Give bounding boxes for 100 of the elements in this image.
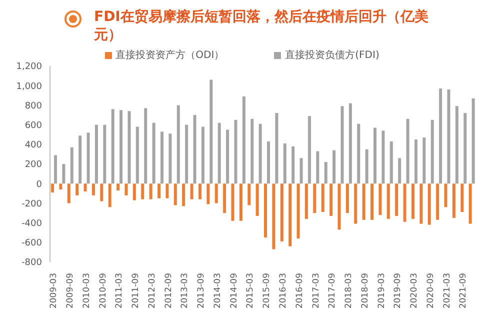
bar [430, 120, 434, 184]
bar [78, 136, 82, 184]
x-tick-label: 2009-09 [65, 273, 76, 309]
bar [292, 146, 295, 184]
bar [308, 116, 311, 184]
bar [160, 132, 164, 184]
bar [248, 184, 251, 206]
x-tick-label: 2009-03 [49, 273, 60, 309]
bar [239, 184, 242, 221]
y-tick-label: 1,200 [16, 62, 42, 72]
x-tick-label: 2016-09 [294, 273, 305, 309]
bar [120, 110, 123, 184]
bar [395, 184, 398, 216]
bar [111, 109, 114, 184]
x-tick-label: 2015-09 [262, 273, 272, 309]
bar [193, 115, 196, 184]
y-tick-label: -600 [22, 238, 42, 249]
bar [210, 80, 213, 184]
bar [198, 184, 202, 200]
bar [136, 126, 139, 184]
bar [428, 184, 431, 225]
bar [398, 158, 402, 184]
x-tick-label: 2012-09 [164, 273, 174, 309]
x-tick-label: 2018-09 [360, 273, 370, 309]
bar [422, 138, 426, 184]
bar [152, 122, 156, 184]
bar [214, 184, 218, 204]
x-tick-label: 2013-09 [196, 273, 207, 309]
bar [141, 184, 144, 200]
bar [267, 141, 270, 184]
bar [264, 184, 267, 238]
bar [116, 184, 120, 190]
x-tick-label: 2021-03 [442, 273, 452, 309]
y-tick-label: 200 [24, 160, 42, 170]
y-tick-label: 400 [24, 140, 42, 151]
bar [464, 113, 467, 184]
bar [223, 184, 226, 213]
bar [460, 184, 464, 212]
bar [313, 184, 316, 213]
bar [386, 184, 390, 219]
x-tick-label: 2015-03 [246, 273, 256, 309]
bar [84, 184, 87, 192]
y-tick-label: 0 [36, 180, 42, 190]
bar [149, 184, 152, 200]
bar [168, 134, 172, 184]
bar [362, 184, 366, 220]
x-tick-label: 2011-03 [114, 273, 125, 309]
x-tick-label: 2018-03 [344, 273, 354, 309]
bar [280, 184, 284, 242]
bar [86, 132, 90, 184]
bar [132, 184, 136, 200]
bar [201, 126, 204, 184]
bar [374, 128, 376, 184]
bar [256, 184, 259, 216]
x-tick-label: 2010-09 [98, 273, 108, 309]
x-tick-label: 2020-03 [410, 273, 420, 309]
bar [365, 149, 368, 184]
bar [275, 113, 278, 184]
bar [59, 184, 62, 190]
bar [296, 184, 300, 238]
bar [357, 124, 360, 184]
bar [124, 184, 128, 196]
bar [340, 106, 344, 184]
y-tick-label: -800 [22, 258, 42, 268]
bar [182, 184, 186, 206]
bar [190, 184, 194, 200]
y-tick-label: -400 [22, 218, 42, 229]
bar [414, 140, 418, 184]
x-tick-label: 2019-09 [393, 273, 404, 309]
bar [378, 184, 382, 215]
x-tick-label: 2017-09 [328, 273, 338, 309]
bar [346, 184, 349, 213]
bar [174, 184, 177, 206]
x-tick-label: 2017-03 [311, 273, 322, 309]
bar [288, 184, 292, 246]
bar [420, 184, 423, 224]
bar [406, 118, 410, 184]
legend-label: 直接投资资产方（ODI） [114, 48, 224, 62]
bar [242, 96, 246, 184]
bar [128, 111, 131, 184]
chart-title: FDI在贸易摩擦后短暂回落，然后在疫情后回升（亿美元） [94, 8, 430, 44]
bar [226, 130, 230, 184]
bar [185, 124, 188, 184]
bar [258, 124, 262, 184]
bar [70, 147, 74, 184]
bar [272, 184, 276, 250]
bar [100, 184, 104, 202]
bar [54, 155, 57, 184]
bar [250, 118, 254, 184]
bar [234, 120, 238, 184]
legend-label: 直接投资负债方(FDI) [284, 48, 380, 62]
x-tick-label: 2012-03 [147, 273, 158, 309]
bar [452, 184, 456, 218]
bar [94, 124, 98, 184]
bar [176, 105, 180, 184]
bar [231, 184, 234, 221]
bar [304, 184, 308, 219]
bar [206, 184, 210, 204]
bar [108, 184, 112, 208]
x-tick-label: 2013-03 [180, 273, 190, 309]
